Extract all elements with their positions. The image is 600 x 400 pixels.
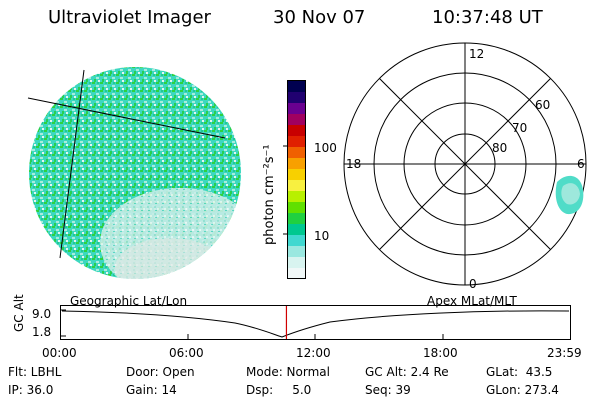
status-door: Door: Open [126,365,195,379]
status-seq: Seq: 39 [365,383,411,397]
status-glat: GLat: 43.5 [486,365,553,379]
lat-label-70: 70 [512,121,528,135]
colorbar-tick-10: 10 [314,229,330,243]
status-gain: Gain: 14 [126,383,177,397]
x-tick-2359: 23:59 [547,346,582,360]
colorbar-band [288,92,305,104]
status-gc-alt: GC Alt: 2.4 Re [365,365,449,379]
instrument-title: Ultraviolet Imager [48,7,211,28]
x-tick-1800: 18:00 [423,346,458,360]
colorbar-band [288,180,305,192]
polar-mlat-mlt-plot [343,42,587,286]
geographic-image-panel [27,67,241,279]
mlt-label-18: 18 [346,157,362,171]
date-label: 30 Nov 07 [273,7,366,28]
x-tick-0600: 06:00 [169,346,204,360]
gc-alt-axis-label: GC Alt [12,294,26,332]
colorbar-band [288,246,305,258]
colorbar-band [288,169,305,181]
colorbar-band [288,235,305,247]
mlt-label-6: 6 [577,157,585,171]
colorbar-band [288,103,305,115]
x-tick-0000: 00:00 [42,346,77,360]
colorbar-band [288,191,305,203]
colorbar [283,80,306,280]
gc-alt-tick-low: 1.8 [32,325,52,339]
status-flt: Flt: LBHL [8,365,62,379]
lat-label-80: 80 [492,141,508,155]
x-tick-1200: 12:00 [296,346,331,360]
right-caption: Apex MLat/MLT [427,294,517,308]
time-label: 10:37:48 UT [432,7,543,28]
colorbar-band [288,158,305,170]
colorbar-band [288,136,305,148]
colorbar-band [288,257,305,269]
mlt-label-12: 12 [469,47,485,61]
colorbar-band [288,81,305,93]
colorbar-band [288,202,305,214]
colorbar-band [288,213,305,225]
colorbar-unit-label: photon cm⁻²s⁻¹ [262,144,277,245]
lat-label-60: 60 [535,98,551,112]
colorbar-band [288,268,305,280]
status-glon: GLon: 273.4 [486,383,559,397]
left-caption: Geographic Lat/Lon [70,294,188,308]
colorbar-band [288,147,305,159]
mlt-label-0: 0 [469,277,477,291]
gc-alt-plot [60,305,571,340]
status-dsp: Dsp: 5.0 [246,383,312,397]
colorbar-tick-100: 100 [314,141,337,155]
gc-alt-tick-high: 9.0 [32,307,52,321]
colorbar-band [288,224,305,236]
colorbar-band [288,125,305,137]
status-ip: IP: 36.0 [8,383,54,397]
status-mode: Mode: Normal [246,365,330,379]
colorbar-band [288,114,305,126]
